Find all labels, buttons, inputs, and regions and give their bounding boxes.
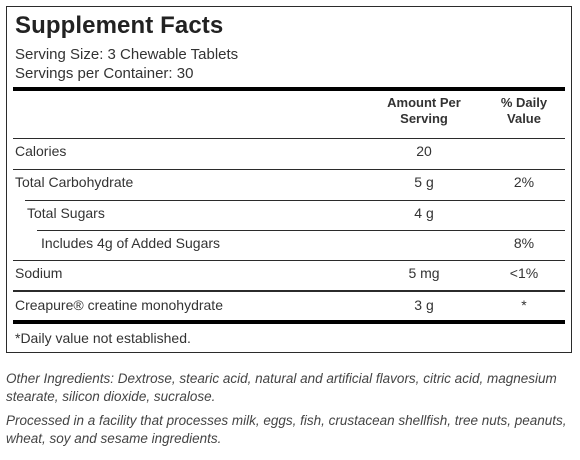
table-row-added-sugars: Includes 4g of Added Sugars 8%: [7, 231, 571, 253]
other-ingredients: Other Ingredients: Dextrose, stearic aci…: [6, 371, 557, 404]
top-divider: [13, 87, 565, 91]
row-name: Creapure® creatine monohydrate: [15, 297, 223, 313]
row-daily-value: *: [521, 297, 527, 313]
daily-value-footnote: *Daily value not established.: [15, 330, 191, 346]
serving-size: Serving Size: 3 Chewable Tablets: [15, 46, 239, 63]
row-divider: [13, 138, 565, 139]
row-daily-value: <1%: [509, 265, 539, 281]
amount-header-line2: Serving: [400, 111, 448, 126]
table-row-total-carbohydrate: Total Carbohydrate 5 g 2%: [7, 170, 571, 192]
bottom-divider: [13, 320, 565, 324]
row-name: Sodium: [15, 265, 63, 281]
table-row-creatine: Creapure® creatine monohydrate 3 g *: [7, 293, 571, 315]
row-daily-value: 8%: [513, 235, 535, 251]
amount-column-header: Amount Per Serving: [365, 95, 483, 127]
row-divider: [25, 200, 565, 201]
row-divider: [13, 260, 565, 261]
row-divider: [37, 230, 565, 231]
row-daily-value: 2%: [513, 174, 535, 190]
row-divider: [13, 290, 565, 292]
panel-title: Supplement Facts: [15, 12, 224, 39]
row-name: Includes 4g of Added Sugars: [41, 235, 221, 251]
row-divider: [13, 169, 565, 170]
row-amount: 5 g: [414, 174, 434, 190]
amount-header-line1: Amount Per: [387, 95, 461, 110]
row-name: Total Sugars: [27, 205, 105, 221]
dv-header-line1: % Daily: [500, 95, 548, 110]
table-row-calories: Calories 20: [7, 139, 571, 161]
row-name: Calories: [15, 143, 67, 159]
dv-header-line2: Value: [507, 111, 541, 126]
row-name: Total Carbohydrate: [15, 174, 134, 190]
row-amount: 4 g: [414, 205, 434, 221]
daily-value-column-header: % Daily Value: [481, 95, 567, 127]
servings-per-container: Servings per Container: 30: [15, 65, 194, 82]
table-row-sodium: Sodium 5 mg <1%: [7, 261, 571, 283]
row-amount: 5 mg: [408, 265, 440, 281]
row-amount: 20: [416, 143, 432, 159]
allergen-statement: Processed in a facility that processes m…: [6, 413, 567, 446]
row-amount: 3 g: [414, 297, 434, 313]
table-row-total-sugars: Total Sugars 4 g: [7, 201, 571, 223]
supplement-facts-panel: Supplement Facts Serving Size: 3 Chewabl…: [6, 6, 572, 353]
